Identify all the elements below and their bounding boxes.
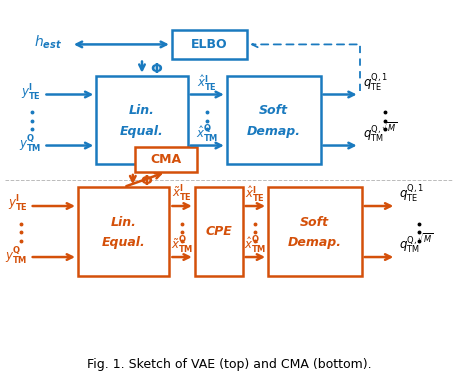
- Bar: [135, 147, 197, 172]
- Text: $\tilde{\mathbf{\mathit{x}}}^{\mathregular{I}}_{\mathregular{TE}}$: $\tilde{\mathbf{\mathit{x}}}^{\mathregul…: [172, 184, 192, 204]
- Text: Fig. 1. Sketch of VAE (top) and CMA (bottom).: Fig. 1. Sketch of VAE (top) and CMA (bot…: [87, 358, 371, 371]
- Text: $\mathbf{\Phi}$: $\mathbf{\Phi}$: [140, 174, 153, 188]
- Bar: [96, 76, 188, 164]
- Text: $\mathbf{\mathit{h}}_{\mathregular{est}}$: $\mathbf{\mathit{h}}_{\mathregular{est}}…: [34, 34, 62, 51]
- Bar: [195, 187, 243, 276]
- Text: $\mathbf{\Phi}$: $\mathbf{\Phi}$: [150, 62, 164, 76]
- Text: Demap.: Demap.: [288, 236, 342, 249]
- Text: $\mathbf{\mathit{y}}^{\mathregular{I}}_{\mathregular{TE}}$: $\mathbf{\mathit{y}}^{\mathregular{I}}_{…: [21, 82, 41, 103]
- Text: CMA: CMA: [151, 153, 181, 166]
- Text: Equal.: Equal.: [102, 236, 146, 249]
- Bar: [172, 30, 247, 59]
- Text: ELBO: ELBO: [191, 38, 228, 51]
- Bar: [227, 76, 321, 164]
- Text: $\mathbf{\mathit{y}}^{\mathregular{Q}}_{\mathregular{TM}}$: $\mathbf{\mathit{y}}^{\mathregular{Q}}_{…: [19, 133, 41, 154]
- Text: CPE: CPE: [205, 225, 232, 238]
- Text: $\mathbf{\mathit{q}}^{\mathregular{Q,}\sqrt{M}}_{\mathregular{TM}}$: $\mathbf{\mathit{q}}^{\mathregular{Q,}\s…: [363, 120, 398, 144]
- Text: $\hat{\mathbf{\mathit{x}}}^{\mathregular{I}}_{\mathregular{TE}}$: $\hat{\mathbf{\mathit{x}}}^{\mathregular…: [245, 184, 265, 204]
- Bar: [78, 187, 169, 276]
- Bar: [268, 187, 362, 276]
- Text: $\mathbf{\mathit{y}}^{\mathregular{I}}_{\mathregular{TE}}$: $\mathbf{\mathit{y}}^{\mathregular{I}}_{…: [7, 194, 27, 214]
- Text: Soft: Soft: [300, 215, 329, 229]
- Text: Demap.: Demap.: [247, 125, 300, 138]
- Text: $\mathbf{\mathit{q}}^{\mathregular{Q,}\sqrt{M}}_{\mathregular{TM}}$: $\mathbf{\mathit{q}}^{\mathregular{Q,}\s…: [399, 232, 433, 255]
- Text: Lin.: Lin.: [111, 215, 136, 229]
- Text: $\mathbf{\mathit{y}}^{\mathregular{Q}}_{\mathregular{TM}}$: $\mathbf{\mathit{y}}^{\mathregular{Q}}_{…: [5, 245, 27, 266]
- Text: Equal.: Equal.: [120, 125, 164, 138]
- Text: $\hat{\mathbf{\mathit{x}}}^{\mathregular{I}}_{\mathregular{TE}}$: $\hat{\mathbf{\mathit{x}}}^{\mathregular…: [197, 73, 217, 93]
- Text: $\mathbf{\mathit{q}}^{\mathregular{Q,1}}_{\mathregular{TE}}$: $\mathbf{\mathit{q}}^{\mathregular{Q,1}}…: [399, 183, 424, 204]
- Text: $\hat{\mathbf{\mathit{x}}}^{\mathregular{Q}}_{\mathregular{TM}}$: $\hat{\mathbf{\mathit{x}}}^{\mathregular…: [244, 234, 267, 255]
- Text: $\tilde{\mathbf{\mathit{x}}}^{\mathregular{Q}}_{\mathregular{TM}}$: $\tilde{\mathbf{\mathit{x}}}^{\mathregul…: [171, 234, 193, 255]
- Text: $\mathbf{\mathit{q}}^{\mathregular{Q,1}}_{\mathregular{TE}}$: $\mathbf{\mathit{q}}^{\mathregular{Q,1}}…: [363, 72, 388, 93]
- Text: $\hat{\mathbf{\mathit{x}}}^{\mathregular{Q}}_{\mathregular{TM}}$: $\hat{\mathbf{\mathit{x}}}^{\mathregular…: [196, 123, 218, 144]
- Text: Soft: Soft: [259, 104, 288, 117]
- Text: Lin.: Lin.: [129, 104, 155, 117]
